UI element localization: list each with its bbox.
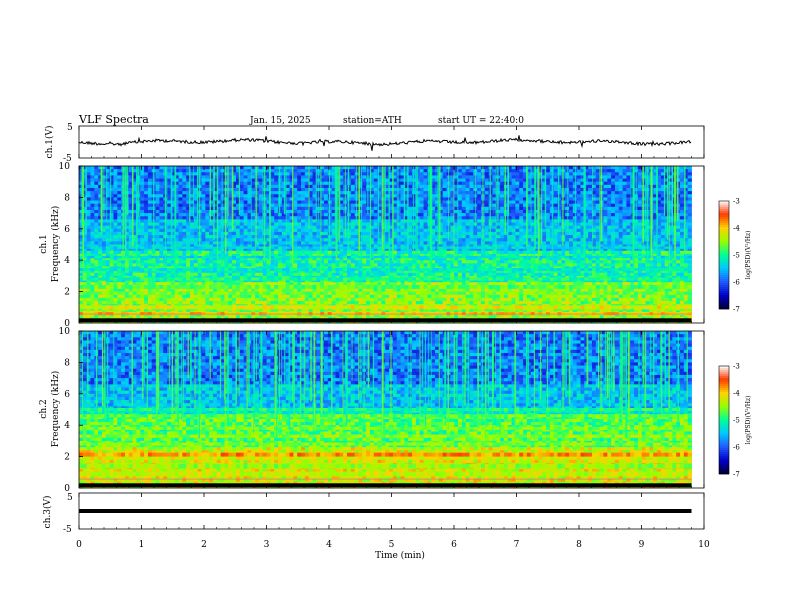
time-tick-7: 7 — [514, 540, 520, 550]
ch1-waveform-trace — [78, 135, 692, 151]
colorbar-frame — [718, 200, 730, 310]
time-axis-ticks: 0 1 2 3 4 5 6 7 8 9 10 — [76, 126, 710, 550]
colorbar-tick--3: -3 — [733, 363, 740, 371]
ch1-waveform-ylabel: ch.1(V) — [44, 126, 55, 159]
ch1-ytick-bottom: -5 — [63, 154, 72, 164]
ch3-ytick-top: 5 — [67, 493, 73, 503]
date-label: Jan. 15, 2025 — [249, 116, 311, 126]
start-ut-label: start UT = 22:40:0 — [438, 116, 524, 126]
colorbar-tick--7: -7 — [733, 306, 740, 314]
station-label: station=ATH — [343, 116, 402, 126]
freq-ytick-2: 2 — [64, 453, 70, 463]
colorbar-tick--6: -6 — [733, 279, 740, 287]
freq-ytick-10: 10 — [59, 327, 71, 337]
freq-ytick-6: 6 — [64, 225, 70, 235]
time-tick-6: 6 — [451, 540, 457, 550]
colorbar-frame — [718, 365, 730, 475]
ch1-ytick-top: 5 — [67, 123, 73, 133]
freq-ytick-4: 4 — [64, 256, 70, 266]
time-tick-9: 9 — [639, 540, 645, 550]
colorbar-tick--3: -3 — [733, 198, 740, 206]
time-tick-3: 3 — [264, 540, 270, 550]
freq-ytick-8: 8 — [64, 358, 70, 368]
colorbar-label: log(PSD)(V²/Hz) — [745, 231, 752, 280]
time-tick-4: 4 — [326, 540, 332, 550]
freq-ytick-0: 0 — [64, 319, 70, 329]
ch3-waveform-ylabel: ch.3(V) — [42, 496, 53, 529]
freq-ytick-4: 4 — [64, 421, 70, 431]
time-tick-10: 10 — [698, 540, 710, 550]
freq-ytick-2: 2 — [64, 288, 70, 298]
figure-title: VLF Spectra — [78, 113, 149, 126]
time-tick-1: 1 — [139, 540, 145, 550]
ch3-waveform-panel: 5 -5 ch.3(V) — [42, 492, 705, 535]
time-tick-5: 5 — [389, 540, 395, 550]
freq-ytick-6: 6 — [64, 390, 70, 400]
colorbar-tick--4: -4 — [733, 225, 740, 233]
colorbar-tick--5: -5 — [733, 252, 740, 260]
time-tick-8: 8 — [576, 540, 582, 550]
ch2-channel-label: ch.2 — [39, 399, 49, 418]
colorbar-tick--4: -4 — [733, 390, 740, 398]
ch1-colorbar: -3 -4 -5 -6 -7 log(PSD)(V²/Hz) — [718, 198, 752, 314]
ch1-waveform-panel: 5 -5 ch.1(V) — [44, 123, 705, 164]
ch2-frequency-ylabel: Frequency (kHz) — [50, 371, 61, 448]
ch1-frequency-ylabel: Frequency (kHz) — [50, 206, 61, 283]
freq-ytick-10: 10 — [59, 162, 71, 172]
time-tick-2: 2 — [201, 540, 207, 550]
time-axis-label: Time (min) — [375, 550, 425, 561]
colorbar-label: log(PSD)(V²/Hz) — [745, 396, 752, 445]
freq-ytick-8: 8 — [64, 193, 70, 203]
freq-ytick-0: 0 — [64, 484, 70, 494]
colorbar-tick--7: -7 — [733, 471, 740, 479]
ch2-colorbar: -3 -4 -5 -6 -7 log(PSD)(V²/Hz) — [718, 363, 752, 479]
ch1-channel-label: ch.1 — [39, 234, 49, 253]
ch1-spectrogram-panel: 0 2 4 6 8 10 ch.1 Frequency (kHz) -3 -4 -5 -6 -7 l… — [39, 162, 752, 329]
ch2-spectrogram-image — [79, 331, 692, 489]
colorbar-tick--5: -5 — [733, 417, 740, 425]
ch1-waveform-frame — [78, 125, 705, 159]
ch3-waveform-trace — [79, 509, 692, 513]
time-tick-0: 0 — [76, 540, 82, 550]
colorbar-tick--6: -6 — [733, 444, 740, 452]
ch3-ytick-bottom: -5 — [63, 525, 72, 535]
ch2-spectrogram-panel: 0 2 4 6 8 10 ch.2 Frequency (kHz) -3 -4 -5 -6 -7 l… — [39, 327, 752, 494]
ch1-spectrogram-image — [79, 166, 692, 324]
